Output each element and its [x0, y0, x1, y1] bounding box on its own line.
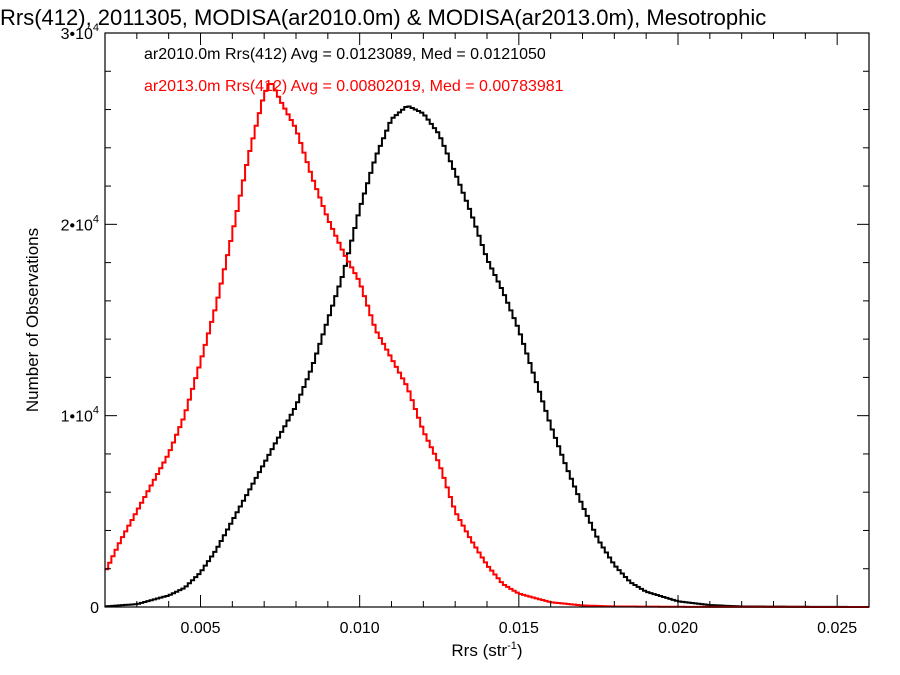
x-tick-label: 0.005 [180, 620, 220, 637]
legend: ar2010.0m Rrs(412) Avg = 0.0123089, Med … [144, 46, 564, 95]
y-tick-label: 3•104 [61, 22, 99, 43]
legend-entry-2: ar2013.0m Rrs(412) Avg = 0.00802019, Med… [144, 78, 564, 95]
x-axis-ticks: 0.005 0.010 0.015 0.020 0.025 [136, 33, 857, 637]
plot-frame [104, 32, 870, 608]
y-tick-label: 1•104 [61, 405, 99, 426]
x-tick-label: 0.020 [658, 620, 698, 637]
y-tick-label: 2•104 [61, 213, 99, 234]
y-axis-ticks: 0 1•104 2•104 3•104 [61, 22, 869, 617]
chart-title: Rrs(412), 2011305, MODISA(ar2010.0m) & M… [0, 5, 766, 30]
y-tick-label: 0 [90, 600, 99, 617]
plot-series [105, 83, 869, 608]
x-tick-label: 0.015 [499, 620, 539, 637]
series-line-1 [105, 105, 869, 608]
x-tick-label: 0.010 [340, 620, 380, 637]
legend-entry-1: ar2010.0m Rrs(412) Avg = 0.0123089, Med … [144, 46, 546, 63]
series-line-2 [105, 83, 869, 608]
x-tick-label: 0.025 [817, 620, 857, 637]
y-axis-label: Number of Observations [23, 228, 42, 412]
x-axis-label: Rrs (str-1) [451, 640, 522, 660]
